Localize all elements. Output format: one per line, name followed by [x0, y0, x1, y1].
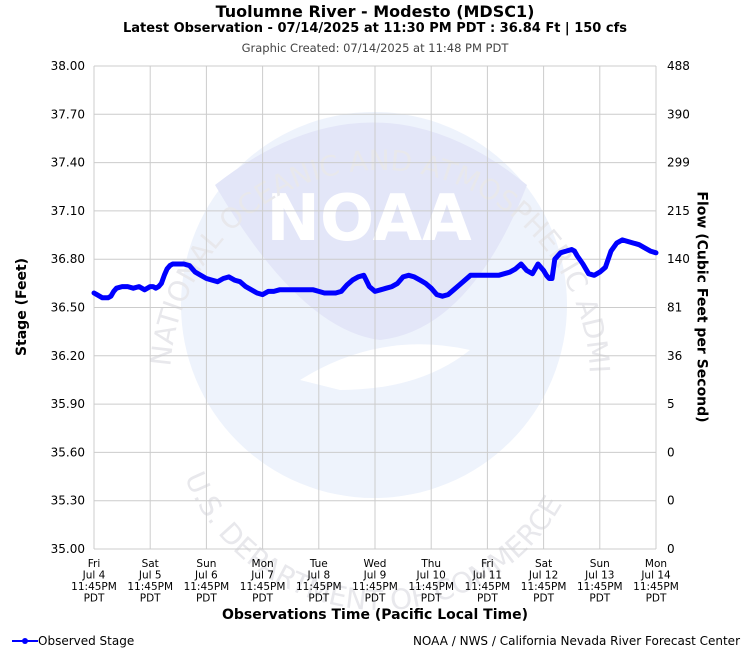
graphic-created: Graphic Created: 07/14/2025 at 11:48 PM …: [241, 41, 509, 55]
y-tick-label-right: 215: [667, 204, 690, 218]
y-tick-label-left: 37.40: [51, 156, 85, 170]
x-tick-label: Fri Jul 4 11:45PM PDT: [71, 558, 117, 605]
x-tick-label: Mon Jul 7 11:45PM PDT: [240, 558, 286, 605]
legend: Observed Stage: [12, 634, 134, 648]
y-tick-label-right: 81: [667, 301, 682, 315]
x-axis-title: Observations Time (Pacific Local Time): [222, 607, 528, 623]
x-tick-label: Fri Jul 11 11:45PM PDT: [465, 558, 511, 605]
x-tick-label: Sat Jul 12 11:45PM PDT: [521, 558, 567, 605]
watermark-logo-text: NOAA: [266, 182, 472, 256]
y-tick-label-right: 299: [667, 156, 690, 170]
y-tick-label-right: 488: [667, 59, 690, 73]
y-tick-label-right: 0: [667, 542, 675, 556]
y-tick-label-left: 35.30: [51, 494, 85, 508]
y-tick-label-right: 5: [667, 397, 675, 411]
x-tick-label: Sat Jul 5 11:45PM PDT: [127, 558, 173, 605]
observed-stage-line: [91, 237, 659, 301]
y-tick-label-left: 37.70: [51, 107, 85, 121]
y-tick-label-left: 38.00: [51, 59, 85, 73]
chart-title: Tuolumne River - Modesto (MDSC1): [215, 2, 535, 21]
y-axis-left-ticks: 35.00 35.30 35.60 35.90 36.20 36.50 36.80 37.10…: [51, 59, 85, 556]
credit-text: NOAA / NWS / California Nevada River For…: [412, 634, 740, 648]
y-axis-right-ticks: 0 0 0 5 36 81 140 215 299 390 488: [667, 59, 690, 556]
y-tick-label-right: 0: [667, 445, 675, 459]
y-axis-right-title: Flow (Cubic Feet per Second): [693, 191, 710, 423]
x-tick-label: Wed Jul 9 11:45PM PDT: [352, 558, 398, 605]
y-tick-label-right: 0: [667, 494, 675, 508]
legend-line-icon: [12, 638, 38, 644]
x-tick-label: Mon Jul 14 11:45PM PDT: [633, 558, 679, 605]
watermark-bird-top: [215, 122, 527, 340]
grid-lines: [93, 65, 657, 550]
y-tick-label-right: 36: [667, 349, 682, 363]
y-tick-label-left: 35.00: [51, 542, 85, 556]
legend-label: Observed Stage: [38, 634, 135, 648]
y-tick-label-left: 35.90: [51, 397, 85, 411]
observed-stage-series: [91, 237, 659, 301]
x-tick-label: Sun Jul 6 11:45PM PDT: [184, 558, 230, 605]
y-tick-label-right: 140: [667, 252, 690, 266]
x-tick-label: Tue Jul 8 11:45PM PDT: [296, 558, 342, 605]
y-tick-label-left: 36.20: [51, 349, 85, 363]
y-tick-label-left: 36.50: [51, 301, 85, 315]
latest-observation: Latest Observation - 07/14/2025 at 11:30…: [123, 21, 627, 36]
x-tick-label: Sun Jul 13 11:45PM PDT: [577, 558, 623, 605]
y-tick-label-left: 37.10: [51, 204, 85, 218]
y-tick-label-right: 390: [667, 107, 690, 121]
y-tick-label-left: 36.80: [51, 252, 85, 266]
y-tick-label-left: 35.60: [51, 445, 85, 459]
y-axis-left-title: Stage (Feet): [14, 257, 31, 357]
x-tick-label: Thu Jul 10 11:45PM PDT: [408, 558, 454, 605]
